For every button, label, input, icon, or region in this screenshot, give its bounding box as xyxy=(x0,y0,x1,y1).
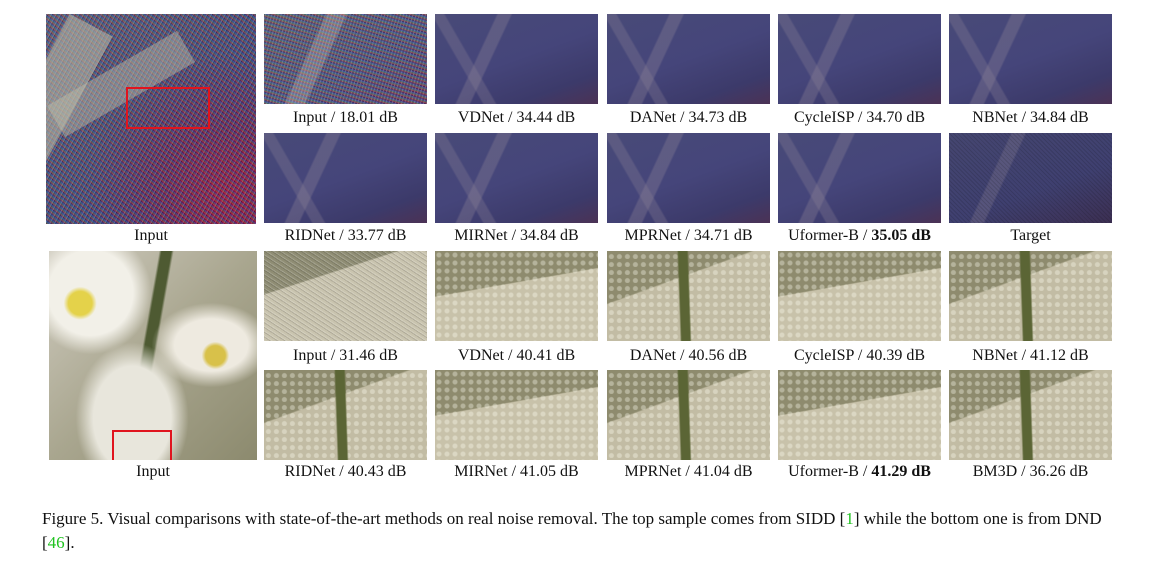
sidd-mprnet-crop xyxy=(607,133,770,223)
psnr-value: 34.44 dB xyxy=(517,109,576,126)
psnr-value: 36.26 dB xyxy=(1030,463,1089,480)
sidd-input-label: Input xyxy=(46,227,256,245)
sidd-ridnet-crop xyxy=(264,133,427,223)
sidd-target-label: Target xyxy=(939,227,1122,245)
sidd-input-image xyxy=(46,14,256,224)
method-name: RIDNet xyxy=(285,463,336,480)
method-name: MIRNet xyxy=(454,463,507,480)
sidd-mirnet-crop xyxy=(435,133,598,223)
figure-caption: Figure 5. Visual comparisons with state-… xyxy=(42,507,1122,555)
psnr-value: 40.43 dB xyxy=(348,463,407,480)
method-name: MIRNet xyxy=(454,227,507,244)
dnd-ridnet-crop xyxy=(264,370,427,460)
sidd-crop-region-box xyxy=(126,87,210,129)
method-name: VDNet xyxy=(458,347,504,364)
method-name: NBNet xyxy=(972,347,1017,364)
sidd-vdnet-label: VDNet / 34.44 dB xyxy=(425,109,608,127)
method-name: CycleISP xyxy=(794,109,854,126)
best-psnr-value: 41.29 dB xyxy=(871,463,931,480)
sidd-target-crop xyxy=(949,133,1112,223)
method-name: VDNet xyxy=(458,109,504,126)
psnr-value: 40.39 dB xyxy=(866,347,925,364)
dnd-danet-label: DANet / 40.56 dB xyxy=(597,347,780,365)
method-name: DANet xyxy=(630,347,676,364)
sidd-vdnet-crop xyxy=(435,14,598,104)
method-name: MPRNet xyxy=(624,463,681,480)
dnd-ridnet-label: RIDNet / 40.43 dB xyxy=(254,463,437,481)
method-name: Input xyxy=(293,109,327,126)
sidd-danet-label: DANet / 34.73 dB xyxy=(597,109,780,127)
method-name: Input xyxy=(293,347,327,364)
psnr-value: 18.01 dB xyxy=(339,109,398,126)
dnd-mprnet-label: MPRNet / 41.04 dB xyxy=(597,463,780,481)
dnd-mprnet-crop xyxy=(607,370,770,460)
dnd-bm3d-label: BM3D / 36.26 dB xyxy=(939,463,1122,481)
dnd-danet-crop xyxy=(607,251,770,341)
dnd-cycleisp-crop xyxy=(778,251,941,341)
dnd-input-label: Input xyxy=(49,463,257,481)
dnd-uformer-b-label: Uformer-B / 41.29 dB xyxy=(768,463,951,481)
method-name: RIDNet xyxy=(285,227,336,244)
sidd-danet-crop xyxy=(607,14,770,104)
method-name: Uformer-B xyxy=(788,227,859,244)
dnd-input-image xyxy=(49,251,257,460)
dnd-nbnet-label: NBNet / 41.12 dB xyxy=(939,347,1122,365)
method-name: DANet xyxy=(630,109,676,126)
sidd-uformer-b-label: Uformer-B / 35.05 dB xyxy=(768,227,951,245)
psnr-value: 34.84 dB xyxy=(1030,109,1089,126)
dnd-crop-region-box xyxy=(112,430,172,460)
sidd-input-crop xyxy=(264,14,427,104)
best-psnr-value: 35.05 dB xyxy=(871,227,931,244)
citation-link-46[interactable]: 46 xyxy=(48,533,65,552)
psnr-value: 40.56 dB xyxy=(689,347,748,364)
psnr-value: 40.41 dB xyxy=(517,347,576,364)
dnd-input-label: Input / 31.46 dB xyxy=(254,347,437,365)
sidd-nbnet-crop xyxy=(949,14,1112,104)
sidd-mirnet-label: MIRNet / 34.84 dB xyxy=(425,227,608,245)
psnr-value: 31.46 dB xyxy=(339,347,398,364)
psnr-value: 34.73 dB xyxy=(689,109,748,126)
sidd-cycleisp-crop xyxy=(778,14,941,104)
method-name: MPRNet xyxy=(624,227,681,244)
sidd-nbnet-label: NBNet / 34.84 dB xyxy=(939,109,1122,127)
dnd-mirnet-crop xyxy=(435,370,598,460)
sidd-ridnet-label: RIDNet / 33.77 dB xyxy=(254,227,437,245)
dnd-bm3d-crop xyxy=(949,370,1112,460)
psnr-value: 41.04 dB xyxy=(694,463,753,480)
sidd-uformer-b-crop xyxy=(778,133,941,223)
dnd-mirnet-label: MIRNet / 41.05 dB xyxy=(425,463,608,481)
dnd-input-crop xyxy=(264,251,427,341)
caption-suffix: ]. xyxy=(65,533,75,552)
method-name: Uformer-B xyxy=(788,463,859,480)
citation-link-1[interactable]: 1 xyxy=(845,509,854,528)
psnr-value: 34.71 dB xyxy=(694,227,753,244)
psnr-value: 34.70 dB xyxy=(866,109,925,126)
method-name: NBNet xyxy=(972,109,1017,126)
psnr-value: 41.05 dB xyxy=(520,463,579,480)
psnr-value: 33.77 dB xyxy=(348,227,407,244)
sidd-input-label: Input / 18.01 dB xyxy=(254,109,437,127)
dnd-vdnet-crop xyxy=(435,251,598,341)
method-name: BM3D xyxy=(973,463,1017,480)
psnr-value: 34.84 dB xyxy=(520,227,579,244)
dnd-uformer-b-crop xyxy=(778,370,941,460)
sidd-cycleisp-label: CycleISP / 34.70 dB xyxy=(768,109,951,127)
caption-prefix: Figure 5. Visual comparisons with state-… xyxy=(42,509,845,528)
method-name: Target xyxy=(1010,227,1050,244)
method-name: CycleISP xyxy=(794,347,854,364)
sidd-mprnet-label: MPRNet / 34.71 dB xyxy=(597,227,780,245)
psnr-value: 41.12 dB xyxy=(1030,347,1089,364)
dnd-cycleisp-label: CycleISP / 40.39 dB xyxy=(768,347,951,365)
dnd-vdnet-label: VDNet / 40.41 dB xyxy=(425,347,608,365)
dnd-nbnet-crop xyxy=(949,251,1112,341)
